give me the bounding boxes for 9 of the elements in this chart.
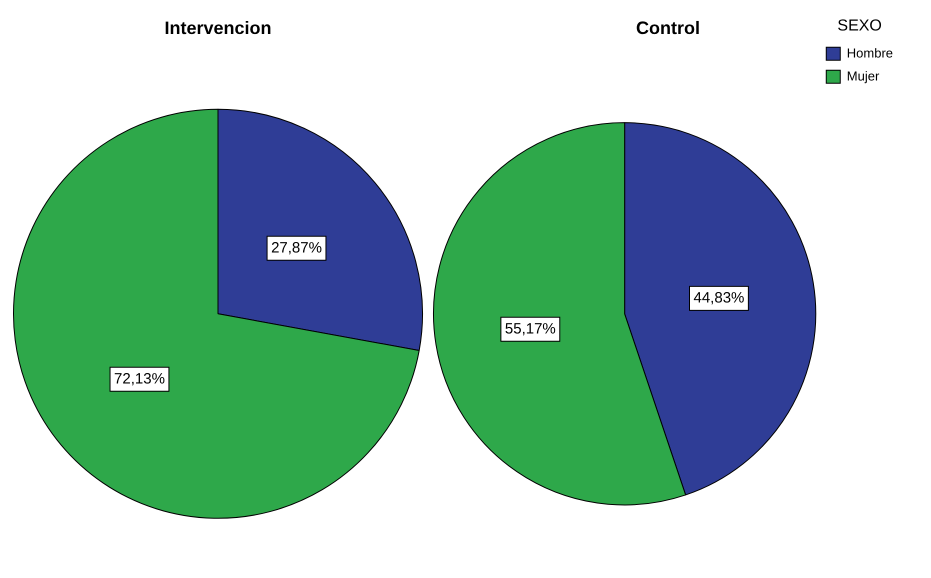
legend-label: Hombre [846,45,894,60]
data-label: 44,83% [694,289,744,306]
data-label: 72,13% [114,370,165,388]
data-label: 55,17% [504,320,556,338]
chart-title: Intervencion [164,18,272,38]
legend-label: Mujer [846,68,880,84]
chart-title: Control [636,18,700,38]
data-label: 27,87% [271,239,322,256]
legend-title: SEXO [837,17,882,34]
